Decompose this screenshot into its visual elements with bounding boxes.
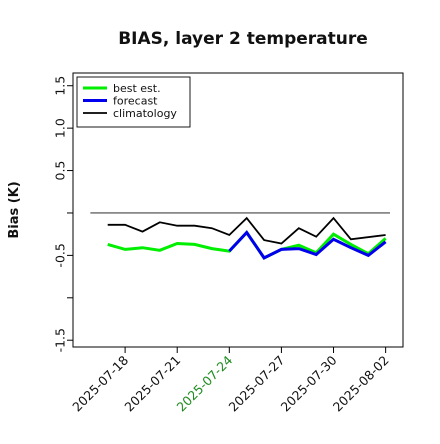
legend-label: climatology xyxy=(113,107,177,120)
y-tick-label: 1.0 xyxy=(52,118,67,138)
y-axis-label: Bias (K) xyxy=(7,181,22,238)
series-line-climatology xyxy=(107,216,386,245)
legend-label: best est. xyxy=(113,82,161,95)
y-tick-label: 1.5 xyxy=(52,76,67,96)
legend-label: forecast xyxy=(113,95,158,108)
chart-title: BIAS, layer 2 temperature xyxy=(118,29,368,49)
y-tick-label: -1.5 xyxy=(52,328,67,352)
y-tick-label: -0.5 xyxy=(52,243,67,267)
series-line-forecast xyxy=(228,230,387,260)
y-tick-label: 0.5 xyxy=(52,161,67,181)
x-tick-label: 2025-08-02 xyxy=(330,353,392,415)
plot-frame xyxy=(72,72,404,348)
